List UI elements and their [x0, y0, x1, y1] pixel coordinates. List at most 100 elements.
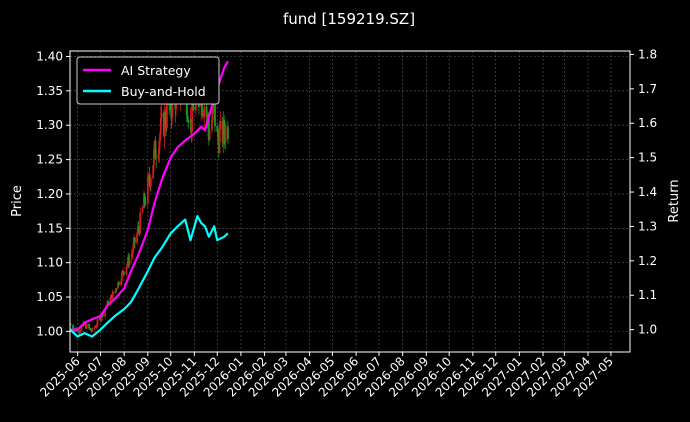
price-candle-body [123, 272, 126, 275]
left-y-tick-label: 1.15 [36, 221, 63, 235]
price-candle-body [149, 178, 152, 187]
ai-strategy-line [70, 60, 229, 331]
price-candle-body [214, 102, 216, 126]
price-candle-body [80, 326, 83, 331]
price-candle-body [137, 226, 140, 230]
price-candle-body [186, 115, 189, 121]
price-candle-body [142, 207, 145, 208]
price-candle-body [78, 330, 81, 333]
price-candle-body [152, 165, 155, 179]
left-y-tick-label: 1.25 [36, 153, 63, 167]
price-candle-body [148, 175, 151, 182]
price-candle-body [191, 96, 193, 132]
price-candle-body [95, 325, 98, 327]
price-candle-body [85, 324, 88, 329]
price-candle-body [120, 272, 123, 282]
price-candle-body [203, 106, 206, 117]
price-candle-body [165, 103, 168, 128]
price-candle-body [192, 106, 195, 111]
price-candle-body [159, 117, 162, 134]
buy-and-hold-line [69, 215, 229, 338]
left-y-tick-label: 1.05 [36, 290, 63, 304]
left-y-tick-label: 1.30 [36, 118, 63, 132]
price-candle-body [100, 317, 103, 321]
price-candle-body [154, 140, 157, 159]
price-candle-body [157, 153, 160, 159]
price-candle-body [205, 106, 208, 118]
price-candle-body [216, 125, 219, 132]
price-candle-body [111, 291, 114, 299]
price-candle-body [201, 96, 203, 115]
price-candle-body [93, 327, 96, 329]
price-candle-body [158, 141, 161, 154]
price-candle-body [91, 328, 94, 332]
right-y-tick-label: 1.7 [638, 82, 657, 96]
price-candle-body [125, 267, 128, 275]
price-candle-body [164, 111, 167, 126]
price-candle-body [137, 226, 139, 233]
price-candle-body [88, 324, 90, 328]
right-y-tick-label: 1.4 [638, 185, 657, 199]
price-candle-body [112, 291, 115, 293]
grid [70, 51, 630, 352]
price-candle-body [128, 258, 131, 266]
price-candle-body [130, 253, 133, 259]
price-candle-body [223, 119, 226, 135]
price-candle-body [109, 297, 112, 305]
price-candle-body [132, 243, 135, 252]
price-candle-body [212, 106, 215, 108]
price-candle-body [96, 319, 99, 326]
price-candle-body [217, 131, 219, 139]
price-candle-body [117, 282, 119, 289]
left-y-tick-label: 1.00 [36, 324, 63, 338]
price-candle-body [224, 126, 227, 142]
plot-frame [69, 50, 631, 353]
right-y-tick-label: 1.2 [638, 254, 657, 268]
price-candle-body [208, 130, 211, 141]
price-candle-body [126, 264, 129, 268]
legend-label-ai-strategy: AI Strategy [121, 63, 191, 78]
price-candle-body [155, 158, 158, 160]
price-candle-body [89, 328, 92, 331]
right-y-tick-label: 1.0 [638, 323, 657, 337]
price-candle-body [227, 126, 229, 140]
left-y-tick-label: 1.40 [36, 49, 63, 63]
price-candle-body [107, 301, 110, 305]
price-candle-body [160, 112, 163, 118]
left-y-tick-label: 1.20 [36, 187, 63, 201]
price-candle-body [136, 232, 139, 243]
price-candle-body [133, 237, 136, 243]
left-axis-title: Price [10, 185, 25, 217]
legend-label-buy-and-hold: Buy-and-Hold [121, 84, 206, 99]
price-candle-body [131, 251, 134, 254]
legend-box [76, 56, 220, 105]
price-candle-body [101, 313, 104, 317]
price-candle-body [139, 212, 142, 233]
price-candle-body [144, 203, 147, 205]
left-y-tick-label: 1.10 [36, 256, 63, 270]
left-y-tick-label: 1.35 [36, 84, 63, 98]
price-candle-body [219, 120, 222, 131]
right-axis-title: Return [667, 179, 682, 222]
price-candle-body [79, 331, 81, 333]
price-candle-body [143, 194, 146, 204]
price-candle-body [95, 326, 97, 328]
price-candle-body [117, 282, 120, 286]
legend: AI Strategy Buy-and-Hold [76, 56, 220, 105]
price-candle-body [146, 177, 149, 204]
right-y-tick-label: 1.5 [638, 151, 657, 165]
series-lines [69, 60, 229, 338]
price-candle-body [153, 149, 155, 166]
price-candle-body [218, 130, 221, 153]
price-candle-body [122, 270, 125, 273]
right-y-tick-label: 1.6 [638, 116, 657, 130]
price-candle-body [69, 324, 72, 326]
price-candle-body [120, 281, 123, 286]
price-candle-body [187, 120, 190, 123]
price-candle-body [211, 120, 213, 131]
price-candle-body [104, 308, 106, 317]
right-y-tick-label: 1.8 [638, 47, 657, 61]
right-y-tick-label: 1.1 [638, 288, 657, 302]
price-candle-body [114, 288, 117, 293]
price-candle-body [72, 325, 74, 329]
